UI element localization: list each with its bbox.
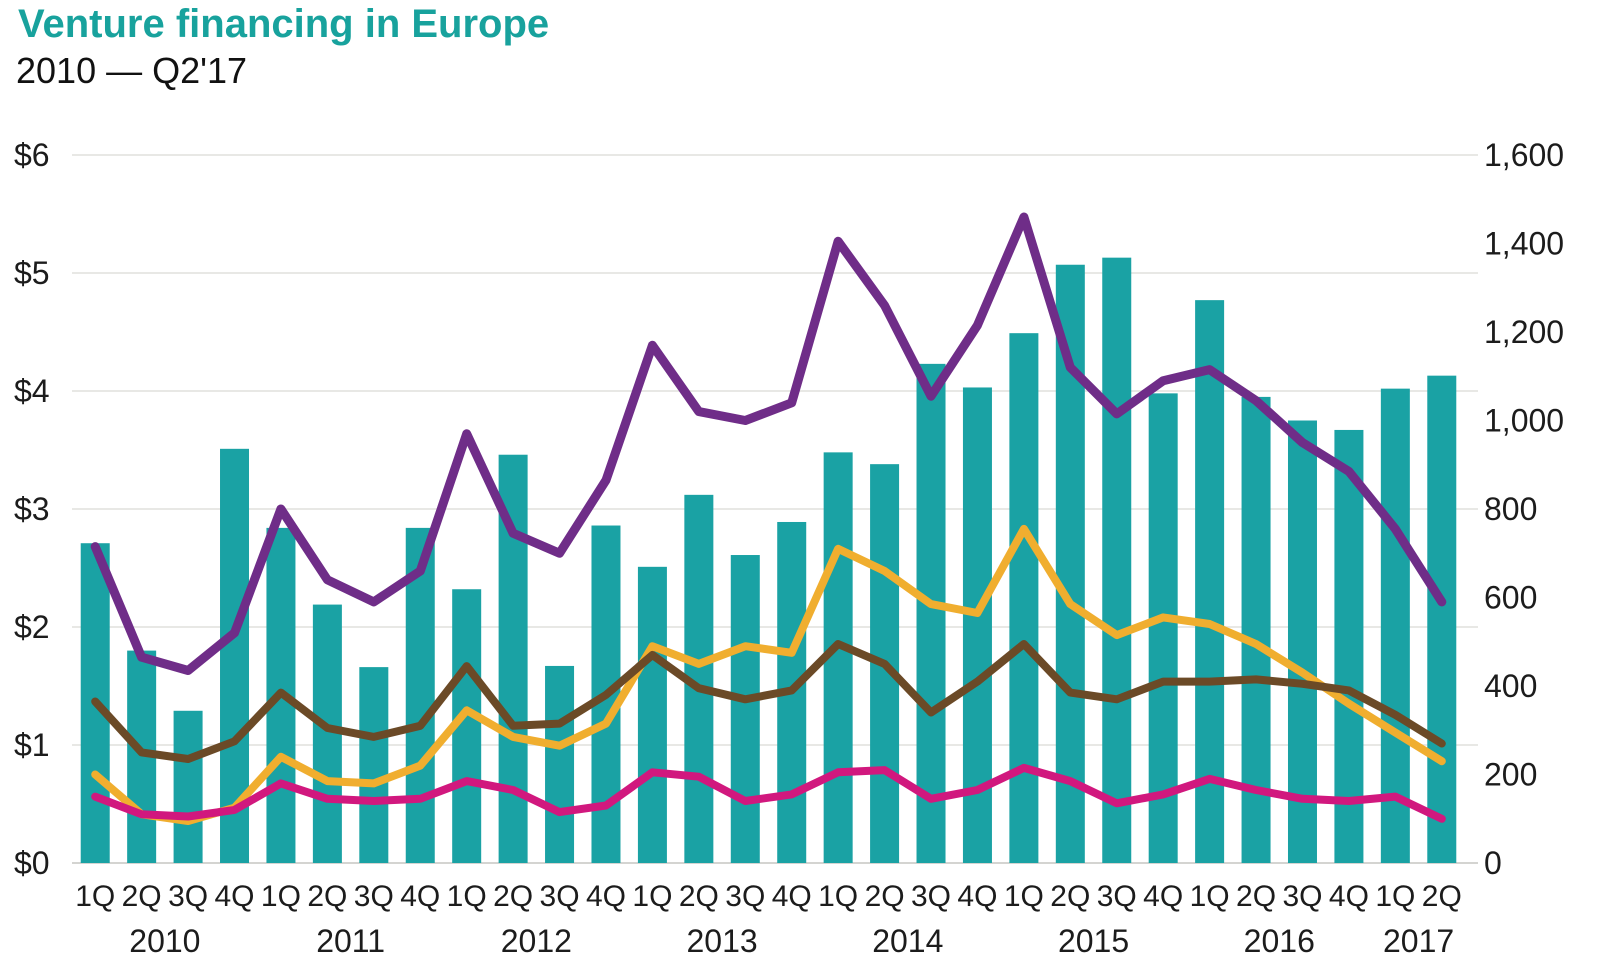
- quarter-label-2016-1Q: 1Q: [1190, 880, 1230, 913]
- left-axis-tick-$6: $6: [14, 137, 50, 173]
- quarter-label-2011-4Q: 4Q: [400, 880, 440, 913]
- bar-2010-3Q: [173, 710, 203, 863]
- line-brown: [91, 640, 1446, 763]
- quarter-label-2010-1Q: 1Q: [75, 880, 115, 913]
- quarter-label-2015-1Q: 1Q: [1004, 880, 1044, 913]
- bar-2017-2Q: [1427, 375, 1457, 863]
- left-axis-tick-$5: $5: [14, 255, 50, 291]
- chart-subtitle: 2010 — Q2'17: [16, 50, 248, 91]
- bar-2016-4Q: [1334, 429, 1364, 863]
- quarter-label-2016-3Q: 3Q: [1282, 880, 1322, 913]
- right-axis-tick-800: 800: [1484, 491, 1537, 527]
- left-axis-tick-$0: $0: [14, 845, 50, 881]
- bar-2014-3Q: [916, 363, 946, 863]
- left-axis-tick-$1: $1: [14, 727, 50, 763]
- quarter-label-2016-4Q: 4Q: [1329, 880, 1369, 913]
- line-purple: [90, 212, 1447, 675]
- left-axis-tick-$4: $4: [14, 373, 50, 409]
- left-axis-tick-$2: $2: [14, 609, 50, 645]
- line-yellow: [91, 524, 1446, 825]
- right-axis-tick-1200: 1,200: [1484, 314, 1564, 350]
- bar-2012-3Q: [545, 665, 575, 863]
- quarter-label-2013-4Q: 4Q: [772, 880, 812, 913]
- quarter-label-2012-2Q: 2Q: [493, 880, 533, 913]
- quarter-label-2015-3Q: 3Q: [1097, 880, 1137, 913]
- right-axis-tick-400: 400: [1484, 668, 1537, 704]
- quarter-label-2017-2Q: 2Q: [1422, 880, 1462, 913]
- bar-2013-3Q: [730, 555, 760, 863]
- bar-2015-1Q: [1009, 333, 1039, 863]
- bar-2016-1Q: [1195, 300, 1225, 863]
- year-label-2014: 2014: [872, 923, 943, 959]
- bar-2015-4Q: [1148, 393, 1178, 863]
- year-label-2010: 2010: [129, 923, 200, 959]
- quarter-label-2014-3Q: 3Q: [911, 880, 951, 913]
- quarter-label-2010-4Q: 4Q: [215, 880, 255, 913]
- quarter-label-2013-1Q: 1Q: [632, 880, 672, 913]
- chart-title: Venture financing in Europe: [18, 2, 550, 46]
- bar-2016-3Q: [1287, 420, 1317, 863]
- quarter-label-2016-2Q: 2Q: [1236, 880, 1276, 913]
- right-axis-tick-0: 0: [1484, 845, 1502, 881]
- quarter-label-2012-4Q: 4Q: [586, 880, 626, 913]
- year-label-2011: 2011: [316, 923, 385, 959]
- quarter-label-2012-1Q: 1Q: [447, 880, 487, 913]
- right-axis-tick-200: 200: [1484, 757, 1537, 793]
- quarter-label-2013-3Q: 3Q: [725, 880, 765, 913]
- bar-2017-1Q: [1380, 388, 1410, 863]
- line-pink: [91, 763, 1446, 823]
- right-axis-tick-1600: 1,600: [1484, 137, 1564, 173]
- bar-2011-3Q: [359, 667, 389, 863]
- quarter-label-2010-2Q: 2Q: [122, 880, 162, 913]
- right-axis-tick-1000: 1,000: [1484, 403, 1564, 439]
- year-label-2016: 2016: [1244, 923, 1315, 959]
- year-label-2017: 2017: [1383, 923, 1454, 959]
- quarter-label-2014-2Q: 2Q: [865, 880, 905, 913]
- quarter-label-2015-4Q: 4Q: [1143, 880, 1183, 913]
- quarter-label-2013-2Q: 2Q: [679, 880, 719, 913]
- quarter-label-2014-1Q: 1Q: [818, 880, 858, 913]
- bar-2011-4Q: [405, 527, 435, 863]
- bar-2015-3Q: [1102, 257, 1132, 863]
- year-label-2015: 2015: [1058, 923, 1129, 959]
- quarter-label-2011-2Q: 2Q: [307, 880, 347, 913]
- year-label-2013: 2013: [686, 923, 757, 959]
- quarter-label-2010-3Q: 3Q: [168, 880, 208, 913]
- year-label-2012: 2012: [501, 923, 572, 959]
- quarter-label-2015-2Q: 2Q: [1050, 880, 1090, 913]
- quarter-label-2012-3Q: 3Q: [540, 880, 580, 913]
- quarter-label-2014-4Q: 4Q: [957, 880, 997, 913]
- bar-2013-1Q: [637, 566, 667, 863]
- quarter-label-2011-1Q: 1Q: [261, 880, 301, 913]
- quarter-label-2017-1Q: 1Q: [1375, 880, 1415, 913]
- left-axis-tick-$3: $3: [14, 491, 50, 527]
- right-axis-tick-600: 600: [1484, 580, 1537, 616]
- right-axis-tick-1400: 1,400: [1484, 226, 1564, 262]
- quarter-label-2011-3Q: 3Q: [354, 880, 394, 913]
